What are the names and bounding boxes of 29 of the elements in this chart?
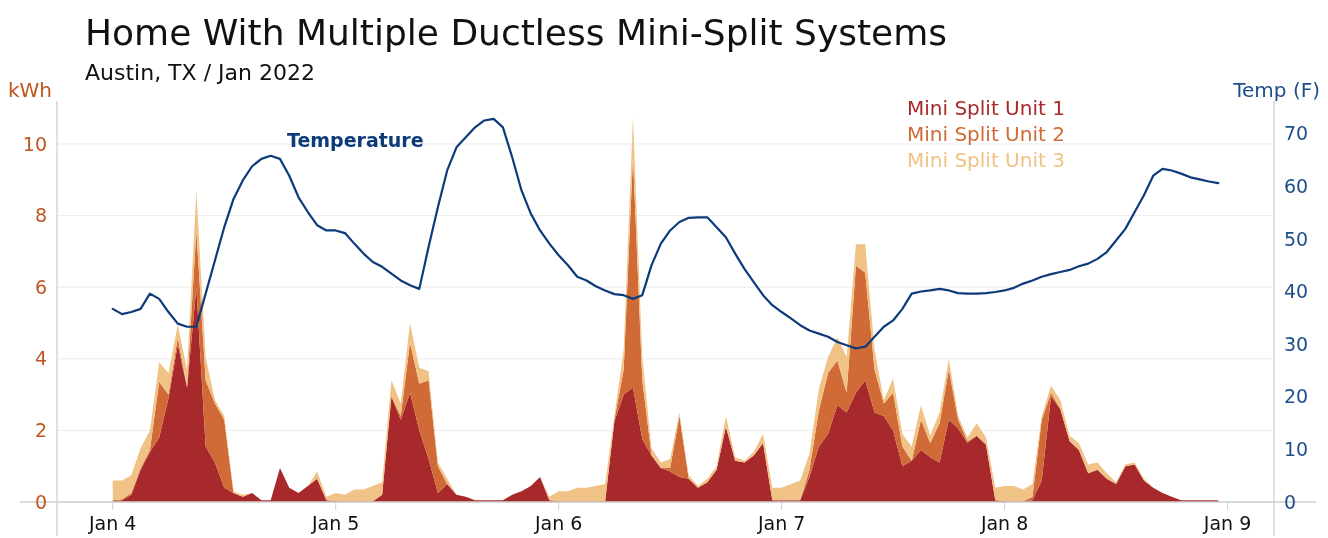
chart-subtitle: Austin, TX / Jan 2022 — [85, 60, 315, 85]
series-label: Temperature — [286, 128, 424, 151]
text: Mini Split Unit 1 — [907, 96, 1065, 120]
x-tick-label: Jan 8 — [979, 512, 1029, 534]
y-tick-label: 10 — [22, 132, 47, 155]
y-tick-label: 8 — [34, 204, 47, 227]
y2-tick-label: 30 — [1284, 332, 1309, 355]
y-tick-label: 2 — [34, 419, 47, 442]
y2-tick-label: 60 — [1284, 174, 1309, 197]
x-tick-label: Jan 4 — [88, 512, 137, 534]
y-tick-label: 6 — [34, 275, 47, 298]
y2-tick-label: 50 — [1284, 227, 1309, 250]
y2-tick-label: 0 — [1284, 490, 1297, 513]
x-tick-label: Jan 6 — [533, 512, 583, 534]
text: Mini Split Unit 2 — [907, 122, 1065, 146]
y2-tick-label: 20 — [1284, 385, 1309, 408]
y-tick-label: 0 — [34, 490, 47, 513]
y-axis-title: kWh — [8, 78, 53, 102]
y2-axis-title: Temp (F) — [1232, 78, 1320, 102]
y-tick-label: 4 — [34, 347, 47, 370]
chart-title: Home With Multiple Ductless Mini-Split Systems — [85, 12, 948, 53]
x-tick-label: Jan 9 — [1202, 512, 1252, 534]
line-series — [111, 117, 1220, 350]
y2-tick-label: 40 — [1284, 280, 1309, 303]
y2-tick-label: 70 — [1284, 122, 1309, 145]
y2-tick-label: 10 — [1284, 438, 1309, 461]
x-tick-label: Jan 5 — [310, 512, 360, 534]
x-tick-label: Jan 7 — [756, 512, 806, 534]
text: Mini Split Unit 3 — [907, 148, 1065, 172]
